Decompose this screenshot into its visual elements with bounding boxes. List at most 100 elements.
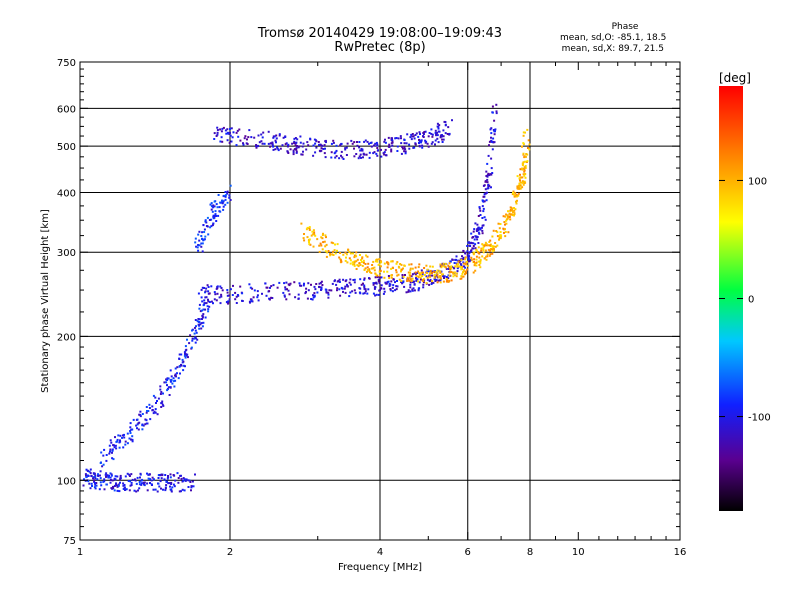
trace-point (376, 154, 379, 157)
trace-point (447, 268, 450, 270)
trace-point (253, 136, 256, 139)
trace-point (141, 428, 144, 431)
trace-point (434, 280, 437, 282)
trace-point (115, 484, 118, 487)
trace-point (409, 283, 412, 286)
trace-point (392, 267, 394, 269)
trace-point (88, 470, 91, 473)
trace-point (415, 279, 418, 282)
trace-point (192, 485, 195, 488)
trace-point (220, 136, 223, 139)
trace-point (460, 259, 463, 262)
trace-point (200, 245, 203, 248)
trace-point (119, 474, 122, 477)
trace-point (487, 187, 490, 189)
trace-point (334, 243, 336, 246)
trace-point (319, 143, 322, 146)
trace-point (183, 478, 186, 481)
trace-point (329, 254, 332, 257)
trace-point (184, 354, 186, 357)
trace-point (172, 377, 175, 380)
trace-point (207, 300, 210, 303)
trace-point (401, 274, 404, 277)
trace-point (499, 231, 502, 233)
trace-point (395, 137, 398, 139)
trace-point (249, 286, 252, 289)
trace-point (255, 144, 258, 146)
trace-point (493, 133, 496, 136)
trace-point (490, 245, 493, 248)
trace-point (377, 293, 380, 296)
trace-point (154, 396, 157, 399)
trace-point (481, 217, 484, 219)
trace-point (97, 475, 100, 477)
trace-point (491, 140, 493, 143)
trace-point (439, 281, 442, 284)
trace-point (522, 131, 525, 134)
trace-point (260, 133, 263, 136)
trace-point (184, 345, 187, 348)
trace-point (236, 294, 239, 296)
trace-point (159, 474, 162, 477)
trace-point (353, 141, 356, 144)
trace-point (263, 142, 266, 145)
trace-point (316, 238, 319, 241)
trace-point (272, 136, 275, 139)
trace-point (377, 280, 380, 283)
trace-point (201, 318, 203, 320)
trace-point (130, 473, 133, 476)
trace-point (475, 249, 478, 252)
trace-point (200, 288, 203, 291)
trace-point (340, 154, 342, 157)
trace-point (220, 201, 222, 204)
trace-point (137, 422, 140, 425)
trace-point (224, 203, 227, 206)
trace-point (447, 277, 450, 280)
trace-point (482, 249, 485, 252)
trace-point (219, 128, 222, 131)
trace-point (227, 300, 230, 303)
trace-point (418, 144, 421, 147)
trace-point (350, 139, 353, 142)
trace-point (160, 402, 163, 404)
trace-point (435, 279, 438, 281)
trace-point (344, 251, 347, 254)
trace-point (475, 255, 478, 258)
trace-point (488, 244, 491, 247)
trace-point (181, 488, 184, 491)
trace-point (297, 293, 300, 296)
trace-point (493, 249, 495, 252)
trace-point (412, 135, 415, 138)
trace-point (516, 175, 519, 178)
trace-point (388, 285, 391, 287)
trace-point (373, 151, 376, 154)
trace-point (346, 285, 349, 288)
trace-point (216, 286, 219, 288)
trace-point (201, 309, 204, 312)
trace-point (95, 484, 98, 487)
trace-point (156, 413, 159, 416)
trace-point (394, 289, 397, 292)
trace-point (421, 146, 424, 149)
trace-point (351, 290, 354, 293)
trace-point (356, 264, 359, 267)
trace-point (113, 444, 115, 447)
trace-point (301, 145, 304, 148)
trace-point (519, 187, 522, 190)
trace-point (232, 284, 234, 287)
trace-point (278, 281, 281, 284)
trace-point (352, 279, 355, 281)
trace-point (341, 156, 344, 159)
trace-point (325, 291, 328, 294)
trace-point (383, 287, 386, 290)
trace-point (324, 147, 326, 150)
trace-point (425, 275, 428, 278)
trace-point (82, 484, 85, 487)
trace-point (418, 138, 420, 141)
trace-point (134, 478, 136, 481)
trace-point (182, 360, 185, 363)
trace-point (154, 408, 157, 411)
trace-point (396, 280, 398, 282)
trace-point (137, 428, 140, 431)
trace-point (355, 251, 358, 254)
